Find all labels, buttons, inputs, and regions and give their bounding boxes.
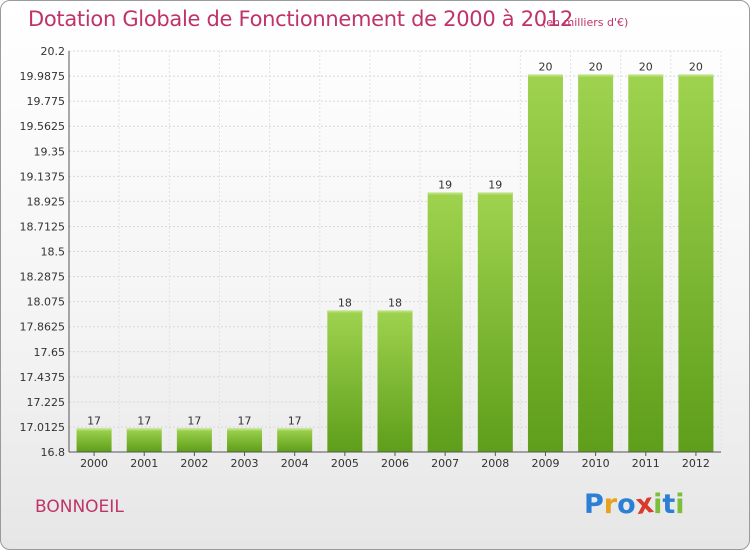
y-tick-label: 16.8 <box>41 446 66 459</box>
bar <box>578 74 614 453</box>
y-tick-label: 17.4375 <box>20 371 66 384</box>
x-tick-label: 2009 <box>531 457 559 470</box>
bar-highlight <box>527 74 563 77</box>
y-tick-label: 20.2 <box>41 45 66 58</box>
bar-value-label: 18 <box>338 296 352 309</box>
bar-highlight <box>327 310 363 313</box>
x-tick-label: 2000 <box>80 457 108 470</box>
bar-highlight <box>277 428 313 431</box>
x-tick-label: 2005 <box>331 457 359 470</box>
y-tick-label: 19.35 <box>34 145 66 158</box>
x-tick-label: 2011 <box>632 457 660 470</box>
y-tick-label: 19.775 <box>27 95 66 108</box>
bar-highlight <box>477 192 513 195</box>
y-tick-label: 18.5 <box>41 246 66 259</box>
x-tick-label: 2003 <box>231 457 259 470</box>
bar-value-label: 18 <box>388 296 402 309</box>
bar <box>327 310 363 452</box>
logo-letter: P <box>584 489 604 520</box>
bar-value-label: 19 <box>438 179 452 192</box>
bar-highlight <box>427 192 463 195</box>
y-tick-label: 17.225 <box>27 396 66 409</box>
bar <box>277 428 313 452</box>
bar-highlight <box>377 310 413 313</box>
chart-subtitle: (en milliers d'€) <box>542 16 629 29</box>
bar-value-label: 17 <box>187 414 201 427</box>
bar <box>477 192 513 452</box>
bar-highlight <box>628 74 664 77</box>
bar <box>678 74 714 453</box>
y-tick-label: 19.9875 <box>20 70 66 83</box>
bar-value-label: 17 <box>137 414 151 427</box>
logo-letter: x <box>633 487 656 522</box>
bar <box>176 428 212 452</box>
y-tick-label: 17.8625 <box>20 321 66 334</box>
bar-highlight <box>76 428 112 431</box>
x-tick-label: 2007 <box>431 457 459 470</box>
y-tick-label: 18.7125 <box>20 220 66 233</box>
bar-value-label: 20 <box>689 61 703 74</box>
bar-value-label: 17 <box>238 414 252 427</box>
axes: 16.8 17.0125 17.225 17.4375 17.65 17.8625 18.0… <box>20 45 721 470</box>
y-tick-label: 19.1375 <box>20 170 66 183</box>
bar <box>427 192 463 452</box>
chart-title: Dotation Globale de Fonctionnement de 20… <box>28 7 573 31</box>
x-tick-label: 2008 <box>481 457 509 470</box>
bar-value-label: 20 <box>589 61 603 74</box>
logo-letter: i <box>653 489 663 520</box>
bar-value-label: 20 <box>639 61 653 74</box>
bar-highlight <box>678 74 714 77</box>
x-tick-label: 2004 <box>281 457 309 470</box>
logo-letter: r <box>603 489 618 520</box>
y-tick-label: 18.075 <box>27 296 66 309</box>
y-tick-label: 19.5625 <box>20 120 66 133</box>
x-tick-label: 2006 <box>381 457 409 470</box>
y-tick-label: 18.2875 <box>20 271 66 284</box>
bar <box>527 74 563 453</box>
x-tick-label: 2012 <box>682 457 710 470</box>
bar <box>227 428 263 452</box>
bar <box>628 74 664 453</box>
logo-letter: o <box>617 489 636 520</box>
bar <box>126 428 162 452</box>
y-tick-label: 17.0125 <box>20 421 66 434</box>
bar-value-label: 17 <box>288 414 302 427</box>
commune-name: BONNOEIL <box>35 497 124 517</box>
bars: 17 17 17 17 17 18 18 19 19 20 20 20 20 <box>76 61 714 453</box>
bar-highlight <box>227 428 263 431</box>
x-tick-label: 2001 <box>130 457 158 470</box>
bar <box>377 310 413 452</box>
bar-highlight <box>176 428 212 431</box>
bar-value-label: 20 <box>538 61 552 74</box>
bar <box>76 428 112 452</box>
bar-value-label: 17 <box>87 414 101 427</box>
bar-highlight <box>126 428 162 431</box>
x-tick-label: 2002 <box>180 457 208 470</box>
bar-value-label: 19 <box>488 179 502 192</box>
x-tick-label: 2010 <box>582 457 610 470</box>
y-tick-label: 18.925 <box>27 195 66 208</box>
logo-letter: t <box>662 489 676 520</box>
y-tick-label: 17.65 <box>34 346 66 359</box>
logo-letter: i <box>675 489 685 520</box>
proxiti-logo[interactable]: Proxiti <box>584 487 685 522</box>
bar-highlight <box>578 74 614 77</box>
